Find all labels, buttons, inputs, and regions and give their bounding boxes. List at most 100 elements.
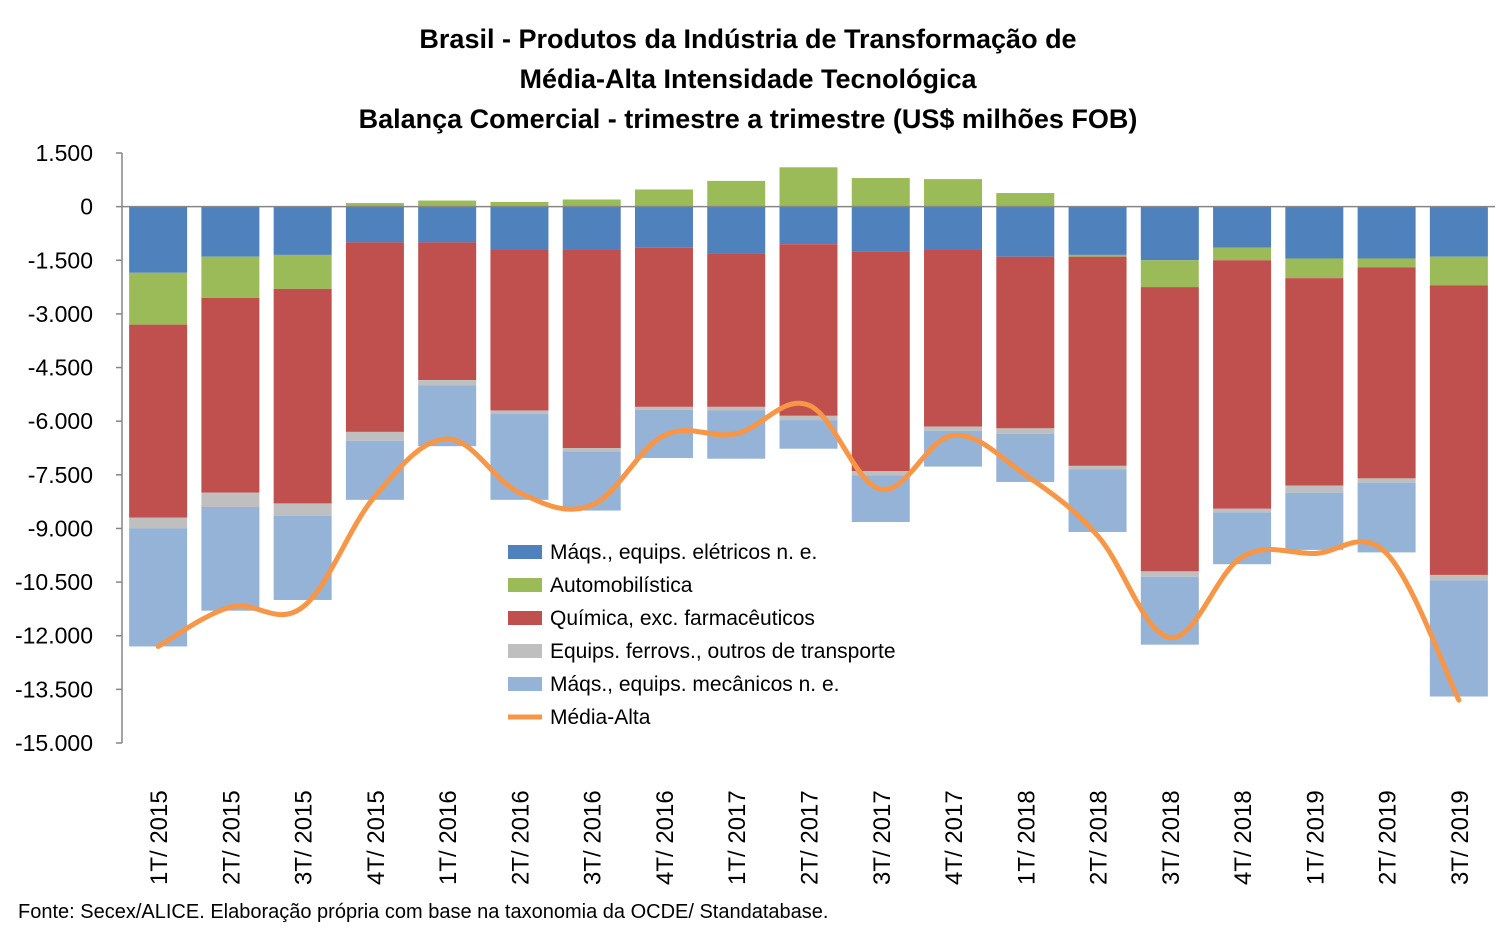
bar-segment (779, 206, 838, 245)
bar-segment (924, 206, 983, 250)
bar-segment (1068, 256, 1127, 466)
y-tick-label: -13.500 (15, 676, 93, 702)
bar-segment (851, 251, 910, 472)
y-tick-label: -6.000 (28, 408, 93, 434)
bar-segment (345, 203, 404, 207)
bar-segment (1140, 287, 1199, 572)
bar-segment (562, 448, 621, 452)
bar-segment (273, 206, 332, 255)
x-tick-label: 3T/ 2016 (580, 790, 607, 885)
x-tick-label: 3T/ 2018 (1158, 790, 1185, 885)
x-tick-label: 3T/ 2017 (869, 790, 896, 885)
x-tick-label: 1T/ 2016 (435, 790, 462, 885)
bar-segment (562, 451, 621, 511)
bar-segment (707, 206, 766, 254)
bar-segment (1429, 285, 1488, 575)
y-tick-label: -4.500 (28, 355, 93, 381)
bar-segment (996, 206, 1055, 257)
legend-swatch (508, 677, 542, 691)
bar-segment (1213, 206, 1272, 248)
bar-segment (129, 272, 188, 325)
bar-segment (1213, 508, 1272, 513)
chart: Brasil - Produtos da Indústria de Transf… (15, 24, 1495, 885)
bar-segment (851, 471, 910, 476)
bar-segment (1285, 278, 1344, 486)
bar-segment (924, 249, 983, 427)
legend: Máqs., equips. elétricos n. e. Automobilí… (508, 541, 896, 729)
y-tick-label: -9.000 (28, 515, 93, 541)
x-tick-label: 2T/ 2016 (507, 790, 534, 885)
bar-segment (201, 297, 260, 493)
bar-segment (1285, 258, 1344, 279)
bar-segment (1068, 469, 1127, 533)
bar-segment (418, 385, 477, 447)
bar-segment (1068, 206, 1127, 255)
legend-swatch (508, 644, 542, 658)
bar-segment (273, 288, 332, 504)
bar-segment (418, 380, 477, 386)
y-tick-label: -15.000 (15, 730, 93, 756)
bar-segment (201, 507, 260, 611)
bar-segment (1285, 485, 1344, 493)
bar-segment (1357, 258, 1416, 268)
bar-segment (1429, 574, 1488, 581)
bar-segment (129, 324, 188, 518)
bar-segment (201, 492, 260, 507)
bar-segment (779, 167, 838, 207)
bar-segment (129, 206, 188, 273)
bar-segment (129, 517, 188, 529)
bar-segment (490, 206, 549, 250)
x-tick-label: 2T/ 2018 (1086, 790, 1113, 885)
bar-segment (1357, 206, 1416, 259)
bar-segment (634, 406, 693, 410)
x-tick-label: 2T/ 2019 (1375, 790, 1402, 885)
legend-label: Máqs., equips. mecânicos n. e. (550, 673, 839, 696)
bar-segment (1429, 580, 1488, 697)
x-tick-label: 2T/ 2015 (218, 790, 245, 885)
bar-segment (1285, 206, 1344, 259)
bar-segment (562, 249, 621, 448)
y-axis: 1.500 0 -1.500 -3.000 -4.500 -6.000 -7.500 -9.0… (15, 140, 123, 756)
legend-label: Equips. ferrovs., outros de transporte (550, 640, 896, 663)
bar-segment (345, 206, 404, 243)
y-tick-label: 0 (80, 194, 93, 220)
bar-segment (201, 256, 260, 298)
x-tick-label: 3T/ 2019 (1447, 790, 1474, 885)
title-line: Média-Alta Intensidade Tecnológica (519, 64, 977, 94)
bar-segment (924, 426, 983, 431)
bar-segment (707, 406, 766, 411)
bar-segment (707, 180, 766, 207)
legend-label: Química, exc. farmacêuticos (550, 607, 815, 630)
bar-segment (562, 206, 621, 250)
bar-segment (490, 249, 549, 411)
x-tick-label: 4T/ 2018 (1230, 790, 1257, 885)
bar-segment (779, 415, 838, 421)
y-tick-label: -3.000 (28, 301, 93, 327)
bar-segment (562, 199, 621, 207)
bar-segment (1429, 206, 1488, 257)
bar-segment (1140, 260, 1199, 288)
x-axis: 1T/ 2015 2T/ 2015 3T/ 2015 4T/ 2015 1T/ 2016… (122, 205, 1495, 885)
x-tick-label: 1T/ 2018 (1013, 790, 1040, 885)
bar-segment (1140, 571, 1199, 577)
line-area (155, 400, 1462, 703)
bar-segment (273, 254, 332, 289)
legend-swatch (508, 611, 542, 625)
bar-segment (490, 410, 549, 415)
bar-segment (201, 206, 260, 257)
x-tick-label: 1T/ 2017 (724, 790, 751, 885)
bar-segment (418, 200, 477, 207)
legend-label: Máqs., equips. elétricos n. e. (550, 541, 817, 564)
bar-segment (1357, 478, 1416, 483)
bar-segment (851, 206, 910, 252)
y-tick-label: -10.500 (15, 569, 93, 595)
bar-segment (1140, 576, 1199, 645)
legend-swatch (508, 545, 542, 559)
bar-area (129, 167, 1488, 697)
x-tick-label: 2T/ 2017 (797, 790, 824, 885)
bar-segment (1285, 492, 1344, 550)
bar-segment (490, 414, 549, 500)
bar-segment (1140, 206, 1199, 261)
legend-label: Média-Alta (550, 706, 651, 729)
x-tick-label: 4T/ 2016 (652, 790, 679, 885)
